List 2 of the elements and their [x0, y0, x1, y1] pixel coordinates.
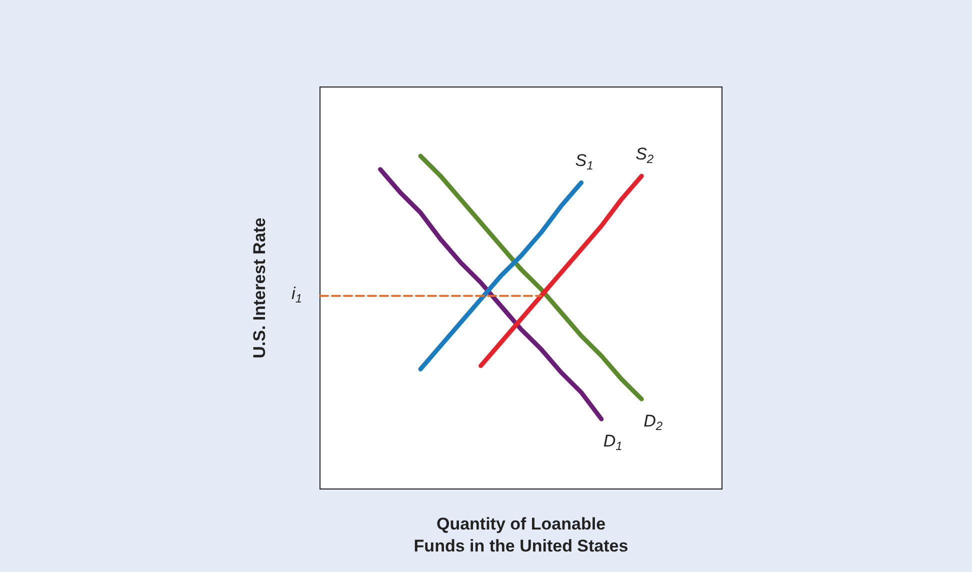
y-axis-title: U.S. Interest Rate — [250, 218, 269, 358]
x-axis-title: Quantity of Loanable Funds in the United States — [414, 514, 628, 556]
